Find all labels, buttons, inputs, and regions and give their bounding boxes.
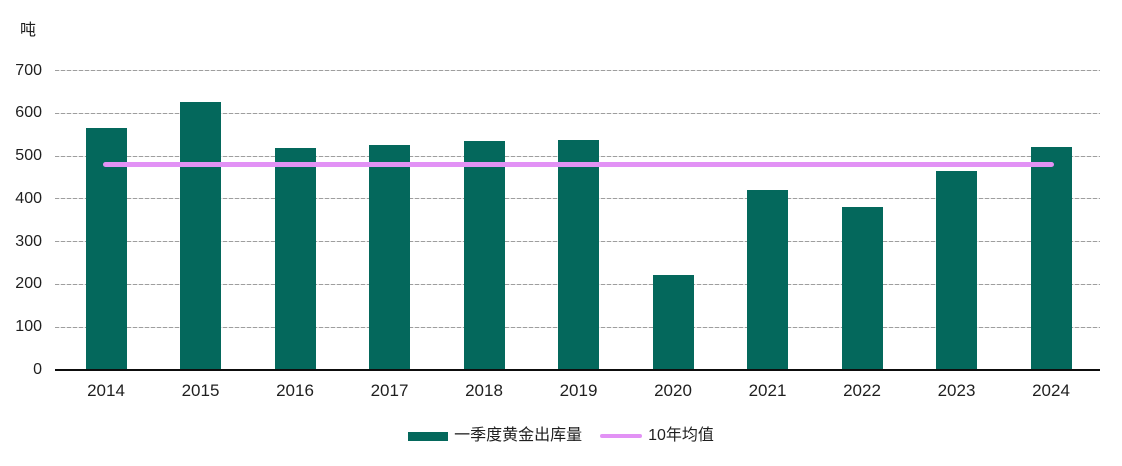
y-axis-tick-label-0: 0 [33, 361, 42, 378]
average-line [103, 162, 1054, 168]
legend-label-bar-series: 一季度黄金出库量 [454, 427, 583, 444]
y-axis-tick-label-400: 400 [15, 189, 42, 207]
bar-2024 [1030, 146, 1072, 370]
bar-2018 [463, 140, 505, 370]
bar-2014 [85, 128, 127, 370]
bar-2021 [747, 189, 788, 370]
bar-2016 [274, 148, 316, 370]
legend: 一季度黄金出库量 10年均值 [0, 426, 1122, 446]
legend-item-bar-series: 一季度黄金出库量 [408, 426, 582, 446]
y-axis-tick-label-200: 200 [15, 275, 42, 293]
y-axis-tick-label-700: 700 [15, 61, 42, 79]
x-axis-label-2023: 2023 [937, 381, 976, 400]
bar-2015 [180, 102, 221, 370]
y-axis-unit-label: 吨 [20, 22, 37, 39]
y-axis-tick-label-100: 100 [15, 318, 42, 336]
x-axis-label-2019: 2019 [559, 381, 598, 400]
x-axis-label-2016: 2016 [276, 381, 314, 400]
bar-series-swatch-icon [408, 431, 449, 441]
bar-2023 [936, 171, 977, 370]
x-axis-label-2015: 2015 [181, 381, 220, 400]
bar-2022 [841, 207, 883, 370]
y-axis-tick-label-600: 600 [15, 104, 42, 122]
y-axis-tick-label-300: 300 [15, 232, 42, 250]
x-axis-label-2021: 2021 [748, 381, 787, 400]
legend-item-average-line: 10年均值 [600, 426, 714, 446]
bar-2017 [369, 144, 410, 370]
x-axis-label-2024: 2024 [1032, 381, 1070, 400]
x-axis-label-2020: 2020 [654, 381, 692, 400]
gridline-600 [55, 112, 1100, 114]
x-axis-label-2017: 2017 [370, 381, 409, 400]
bar-2019 [558, 139, 599, 370]
average-line-swatch-icon [600, 433, 643, 439]
x-axis-label-2018: 2018 [465, 381, 503, 400]
legend-label-average-line: 10年均值 [648, 427, 714, 444]
gridline-700 [55, 70, 1100, 71]
x-axis-label-2022: 2022 [843, 381, 881, 400]
bar-2020 [652, 275, 694, 370]
x-axis-label-2014: 2014 [87, 381, 125, 400]
y-axis-tick-label-500: 500 [15, 147, 42, 165]
x-axis-line [55, 369, 1100, 371]
